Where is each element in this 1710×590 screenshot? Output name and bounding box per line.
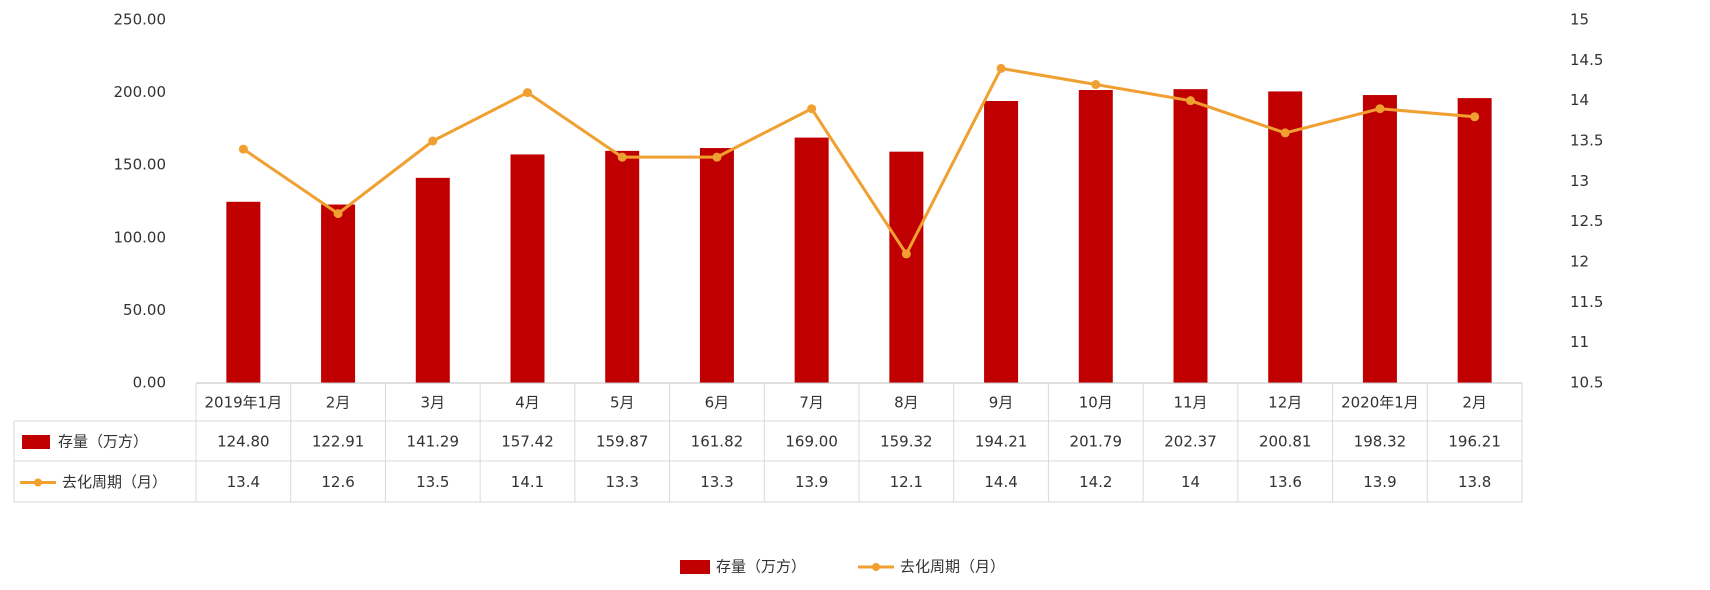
x-tick-label: 5月	[610, 394, 635, 412]
bar	[1268, 91, 1303, 383]
line-point	[333, 209, 343, 219]
x-tick-label: 2019年1月	[204, 394, 282, 412]
data-label: 13.9	[795, 473, 828, 491]
bar	[415, 177, 450, 383]
x-tick-label: 12月	[1268, 394, 1302, 412]
data-label: 159.32	[880, 433, 933, 451]
table-series-key-point	[34, 478, 42, 487]
data-label: 12.6	[321, 473, 354, 491]
data-label: 14.4	[984, 473, 1017, 491]
data-label: 198.32	[1354, 433, 1407, 451]
line-point	[1091, 80, 1101, 90]
y-right-tick-label: 15	[1570, 11, 1589, 29]
line-point	[1375, 104, 1385, 114]
line-series	[242, 66, 1475, 256]
bar	[1362, 95, 1397, 383]
data-label: 13.4	[227, 473, 260, 491]
line-point	[712, 152, 722, 162]
data-label: 161.82	[691, 433, 744, 451]
y-right-tick-label: 14.5	[1570, 51, 1603, 69]
y-right-tick-label: 14	[1570, 91, 1589, 109]
y-right-tick-label: 13.5	[1570, 132, 1603, 150]
bar	[1173, 89, 1208, 384]
line-point	[807, 104, 817, 114]
bar	[1457, 98, 1492, 383]
y-right-tick-label: 12	[1570, 253, 1589, 271]
data-label: 13.8	[1458, 473, 1491, 491]
bar	[699, 148, 734, 383]
data-label: 194.21	[975, 433, 1028, 451]
data-label: 141.29	[407, 433, 460, 451]
line-point	[523, 88, 532, 98]
data-label: 13.5	[416, 473, 449, 491]
data-label: 169.00	[785, 433, 838, 451]
line-point	[901, 249, 911, 259]
y-left-tick-label: 250.00	[114, 11, 167, 29]
table-series-key-bar	[22, 435, 50, 449]
x-tick-label: 2月	[1462, 394, 1487, 412]
data-label: 200.81	[1259, 433, 1312, 451]
x-tick-label: 11月	[1173, 394, 1207, 412]
y-left-tick-label: 100.00	[114, 228, 167, 246]
y-right-tick-label: 11	[1570, 333, 1589, 351]
bar	[510, 154, 545, 383]
data-label: 157.42	[501, 433, 554, 451]
bar	[321, 204, 356, 383]
line-point	[1280, 128, 1290, 138]
line-point	[1470, 112, 1480, 122]
x-tick-label: 4月	[515, 394, 540, 412]
x-tick-label: 7月	[799, 394, 824, 412]
data-label: 202.37	[1164, 433, 1217, 451]
line-point	[1186, 96, 1195, 106]
data-label: 13.9	[1363, 473, 1396, 491]
bar	[226, 201, 261, 383]
data-label: 122.91	[312, 433, 365, 451]
legend-key-bar	[680, 560, 710, 574]
bar	[605, 150, 640, 383]
data-label: 13.3	[606, 473, 639, 491]
data-label: 14.2	[1079, 473, 1112, 491]
data-label: 13.6	[1269, 473, 1302, 491]
legend-key-point	[872, 563, 880, 571]
y-left-tick-label: 0.00	[133, 374, 166, 392]
data-label: 13.3	[700, 473, 733, 491]
data-label: 14.1	[511, 473, 544, 491]
y-left-tick-label: 200.00	[114, 83, 167, 101]
x-tick-label: 6月	[705, 394, 730, 412]
data-label: 12.1	[890, 473, 923, 491]
table-series-label: 去化周期（月）	[62, 473, 167, 491]
line-point	[238, 144, 248, 154]
y-right-tick-label: 11.5	[1570, 293, 1603, 311]
line-point	[617, 152, 627, 162]
table-series-label: 存量（万方）	[58, 433, 148, 451]
x-tick-label: 10月	[1079, 394, 1113, 412]
x-tick-label: 2月	[326, 394, 351, 412]
data-label: 196.21	[1448, 433, 1501, 451]
line-point	[428, 136, 438, 146]
x-tick-label: 3月	[421, 394, 446, 412]
x-tick-label: 2020年1月	[1341, 394, 1419, 412]
bar	[889, 151, 924, 383]
bar	[1078, 90, 1113, 384]
legend-label: 去化周期（月）	[900, 558, 1005, 576]
data-label: 124.80	[217, 433, 270, 451]
y-left-tick-label: 150.00	[114, 156, 167, 174]
y-right-tick-label: 12.5	[1570, 212, 1603, 230]
x-tick-label: 9月	[989, 394, 1014, 412]
y-right-tick-label: 10.5	[1570, 374, 1603, 392]
bar	[794, 137, 829, 383]
data-label: 159.87	[596, 433, 649, 451]
data-label: 201.79	[1070, 433, 1123, 451]
y-left-tick-label: 50.00	[123, 301, 166, 319]
x-tick-label: 8月	[894, 394, 919, 412]
line-point	[996, 63, 1006, 73]
bar	[984, 101, 1019, 383]
legend-label: 存量（万方）	[716, 558, 806, 576]
data-label: 14	[1181, 473, 1200, 491]
y-right-tick-label: 13	[1570, 172, 1589, 190]
